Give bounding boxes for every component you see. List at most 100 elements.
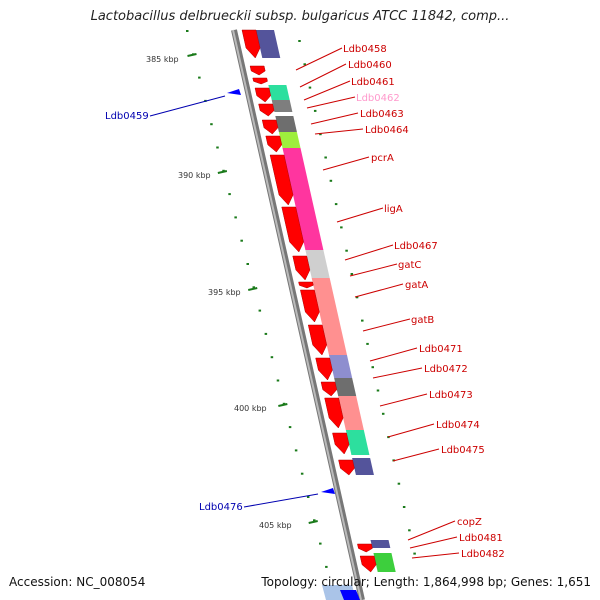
gene-label[interactable]: gatA bbox=[405, 280, 428, 291]
gene-arrow bbox=[252, 77, 268, 85]
feature-segment bbox=[282, 148, 324, 250]
tick-mark bbox=[240, 239, 243, 242]
gene-arrow bbox=[249, 65, 266, 76]
gene-label[interactable]: Ldb0458 bbox=[343, 44, 387, 55]
feature-segment bbox=[311, 278, 347, 355]
gene-label[interactable]: copZ bbox=[457, 517, 482, 528]
tick-mark bbox=[228, 193, 231, 196]
tick-mark bbox=[246, 263, 249, 265]
leader-line bbox=[362, 318, 411, 332]
feature-segment bbox=[256, 30, 281, 58]
leader-line bbox=[369, 347, 418, 362]
leader-line bbox=[322, 156, 370, 171]
gene-arrow bbox=[269, 154, 294, 206]
backbone bbox=[231, 29, 365, 600]
leader-line bbox=[407, 520, 456, 541]
leader-line bbox=[349, 263, 398, 277]
leader-line bbox=[392, 448, 440, 462]
gene-label[interactable]: ligA bbox=[384, 204, 403, 215]
leader-line bbox=[295, 47, 343, 71]
gene-arrow bbox=[315, 357, 333, 381]
tick-mark bbox=[252, 286, 256, 289]
leader-line bbox=[149, 95, 226, 117]
leader-line bbox=[344, 244, 394, 261]
tick-mark bbox=[329, 179, 333, 182]
gene-label[interactable]: Ldb0482 bbox=[461, 549, 505, 560]
tick-mark bbox=[308, 86, 312, 89]
tick-mark bbox=[298, 40, 301, 42]
tick-mark bbox=[258, 309, 262, 312]
gene-arrow bbox=[227, 89, 241, 95]
tick-mark bbox=[300, 472, 304, 475]
tick-mark bbox=[361, 319, 364, 322]
leader-line bbox=[303, 80, 351, 101]
leader-lines bbox=[149, 47, 460, 559]
tick-mark bbox=[276, 379, 280, 382]
gene-label[interactable]: pcrA bbox=[371, 153, 394, 164]
major-tick bbox=[187, 53, 197, 57]
leader-line bbox=[354, 283, 404, 298]
map-title: Lactobacillus delbrueckii subsp. bulgari… bbox=[90, 9, 510, 24]
gene-label[interactable]: Ldb0462 bbox=[356, 93, 400, 104]
feature-segment bbox=[373, 553, 396, 572]
tick-mark bbox=[371, 366, 374, 369]
gene-arrow bbox=[261, 119, 279, 135]
leader-line bbox=[372, 367, 423, 379]
gene-label[interactable]: Ldb0459 bbox=[105, 111, 149, 122]
gene-label[interactable]: Ldb0473 bbox=[429, 390, 473, 401]
gene-arrow bbox=[357, 543, 373, 553]
tick-label: 395 kbp bbox=[208, 288, 241, 297]
gene-arrow bbox=[265, 135, 283, 153]
gene-arrow bbox=[254, 87, 272, 103]
leader-line bbox=[379, 393, 428, 407]
gene-label[interactable]: Ldb0476 bbox=[199, 502, 243, 513]
tick-mark bbox=[397, 482, 401, 485]
gene-label[interactable]: gatC bbox=[398, 260, 421, 271]
feature-segment bbox=[271, 100, 293, 112]
feature-band bbox=[256, 30, 396, 572]
tick-mark bbox=[210, 123, 213, 126]
tick-mark bbox=[234, 216, 237, 219]
tick-mark bbox=[313, 519, 316, 522]
tick-mark bbox=[381, 412, 385, 415]
tick-mark bbox=[366, 342, 369, 345]
gene-label[interactable]: Ldb0467 bbox=[394, 241, 438, 252]
major-tick bbox=[278, 403, 288, 407]
gene-arrow bbox=[281, 206, 304, 253]
tick-mark bbox=[288, 426, 292, 429]
tick-mark bbox=[186, 30, 189, 32]
leader-line bbox=[336, 207, 384, 223]
tick-label: 405 kbp bbox=[259, 521, 292, 530]
gene-arrow bbox=[359, 555, 377, 573]
feature-segment bbox=[278, 132, 301, 148]
gene-arrow bbox=[321, 488, 335, 494]
gene-arrow bbox=[324, 397, 344, 429]
gene-arrow bbox=[340, 590, 360, 600]
gene-label[interactable]: Ldb0463 bbox=[360, 109, 404, 120]
gene-label[interactable]: Ldb0461 bbox=[351, 77, 395, 88]
tick-mark bbox=[319, 133, 322, 136]
gene-label[interactable]: Ldb0471 bbox=[419, 344, 463, 355]
gene-label[interactable]: gatB bbox=[411, 315, 434, 326]
accession-text: Accession: NC_008054 bbox=[9, 575, 146, 589]
leader-line bbox=[409, 536, 458, 549]
tick-label: 390 kbp bbox=[178, 171, 211, 180]
tick-mark bbox=[350, 273, 354, 275]
gene-label[interactable]: Ldb0475 bbox=[441, 445, 485, 456]
gene-label[interactable]: Ldb0464 bbox=[365, 125, 409, 136]
leader-line bbox=[411, 552, 460, 559]
feature-segment bbox=[338, 396, 364, 430]
gene-label[interactable]: Ldb0474 bbox=[436, 420, 480, 431]
tick-mark bbox=[294, 449, 298, 452]
gene-label[interactable]: Ldb0460 bbox=[348, 60, 392, 71]
gene-arrow bbox=[292, 255, 311, 281]
gene-label[interactable]: Ldb0481 bbox=[459, 533, 503, 544]
forward-genes bbox=[241, 29, 377, 573]
gene-label[interactable]: Ldb0472 bbox=[424, 364, 468, 375]
feature-segment bbox=[352, 458, 374, 475]
tick-mark bbox=[325, 565, 328, 568]
tick-ring bbox=[186, 30, 416, 592]
tick-mark bbox=[355, 296, 359, 299]
tick-mark bbox=[413, 552, 416, 555]
tick-mark bbox=[306, 496, 310, 498]
